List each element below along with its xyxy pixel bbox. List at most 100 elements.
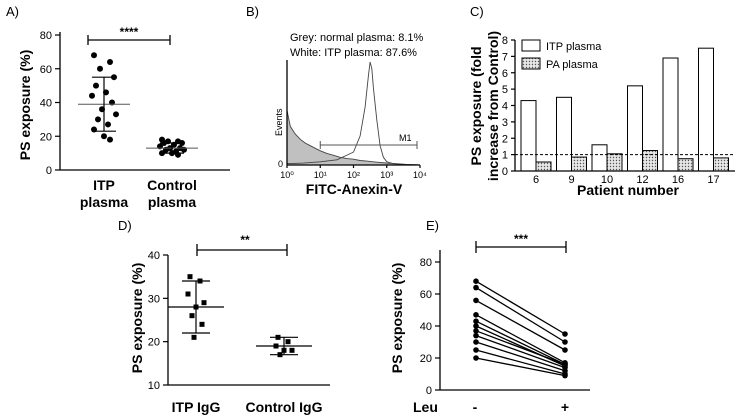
panel-d-point-0-7 xyxy=(191,334,197,340)
panel-e-letter: E) xyxy=(426,218,439,233)
panel-e-point-before-4 xyxy=(473,318,479,325)
panel-a-point-0-10 xyxy=(95,116,101,123)
panel-b-x-ticks: 10⁰ 10¹ 10² 10³ 10⁴ xyxy=(280,165,427,180)
panel-e-point-after-2 xyxy=(562,347,568,353)
panel-a-point-0-1 xyxy=(107,59,113,65)
panel-b-gate: M1 xyxy=(319,133,418,149)
panel-c-bar-1-4 xyxy=(677,158,694,172)
panel-c-legend-label-0: ITP plasma xyxy=(546,41,602,53)
panel-e-y-tick-label-2: 40 xyxy=(420,321,432,333)
panel-c-bar-1-0 xyxy=(535,161,552,172)
panel-d-significance-label: ** xyxy=(240,233,250,247)
panel-c-y-tick-label-5: 5 xyxy=(502,84,508,96)
panel-c: C) PS exposure (fold increase from Contr… xyxy=(468,4,735,198)
panel-e-point-before-5 xyxy=(473,323,479,329)
panel-d-category-label-2: Control IgG xyxy=(246,399,323,415)
panel-d-y-tick-label-3: 40 xyxy=(148,250,160,262)
panel-e-y-tick-label-4: 80 xyxy=(420,257,432,269)
panel-a-point-0-11 xyxy=(105,121,111,128)
panel-d-point-0-2 xyxy=(185,291,191,297)
panel-c-bar-0-3 xyxy=(627,85,643,172)
panel-e-x-axis-label: Leu xyxy=(413,399,438,415)
panel-c-bar-0-4 xyxy=(662,57,679,172)
panel-a-category-label-2a: Control xyxy=(147,177,197,193)
panel-e-point-after-10 xyxy=(562,372,568,379)
panel-e-point-before-7 xyxy=(473,332,479,339)
panel-d-y-ticks: 10 20 30 40 xyxy=(148,250,168,392)
panel-e-category-label-1: - xyxy=(473,399,478,415)
panel-a-y-tick-label-3: 60 xyxy=(40,64,52,76)
panel-c-legend: ITP plasma PA plasma xyxy=(521,39,602,71)
panel-a-y-tick-label-2: 40 xyxy=(40,98,52,110)
panel-e-point-before-1 xyxy=(473,284,479,291)
panel-b-x-tick-label-4: 10⁴ xyxy=(413,170,427,180)
panel-a-y-ticks: 0 20 40 60 80 xyxy=(40,30,60,177)
panel-e-point-before-9 xyxy=(473,347,479,353)
panel-e-pair-line-8 xyxy=(475,341,566,372)
panel-c-x-tick-label-4: 16 xyxy=(672,174,684,186)
panel-e-point-before-8 xyxy=(473,339,479,345)
panel-e-y-ticks: 0 20 40 60 80 xyxy=(420,257,440,397)
panel-d-point-1-1 xyxy=(285,339,291,345)
panel-e-category-label-2: + xyxy=(561,399,569,415)
panel-c-y-tick-label-1: 1 xyxy=(502,150,508,162)
panel-e-paired-lines xyxy=(473,278,568,379)
panel-a-point-0-2 xyxy=(97,65,103,72)
panel-b-x-axis-label: FITC-Anexin-V xyxy=(306,181,403,197)
panel-e: E) PS exposure (%) 0 20 40 60 80 Leu - + *** xyxy=(389,218,590,415)
panel-c-x-tick-label-3: 12 xyxy=(636,174,648,186)
panel-c-y-tick-label-4: 4 xyxy=(502,101,508,113)
panel-a-marks xyxy=(78,52,198,158)
panel-c-bar-0-5 xyxy=(698,47,714,172)
panel-a-y-tick-label-1: 20 xyxy=(40,131,52,143)
panel-d-point-1-3 xyxy=(289,347,295,353)
panel-a-y-tick-label-0: 0 xyxy=(46,165,52,177)
panel-c-x-tick-label-5: 17 xyxy=(707,174,719,186)
panel-e-pair-line-10 xyxy=(475,357,566,377)
panel-a-significance-label: **** xyxy=(120,25,139,39)
panel-d-point-0-6 xyxy=(199,321,205,327)
panel-c-x-tick-label-2: 10 xyxy=(601,174,613,186)
panel-c-bar-0-1 xyxy=(556,96,572,172)
panel-c-y-tick-label-8: 8 xyxy=(502,35,508,47)
panel-c-y-ticks: 0 1 2 3 4 5 6 7 8 xyxy=(502,35,515,178)
panel-e-point-before-0 xyxy=(473,278,479,285)
panel-c-bar-1-1 xyxy=(571,156,587,172)
panel-e-pair-line-0 xyxy=(475,280,566,335)
panel-e-y-tick-label-3: 60 xyxy=(420,289,432,301)
panel-a-category-label-1a: ITP xyxy=(93,177,115,193)
panel-b-x-tick-label-0: 10⁰ xyxy=(280,170,294,180)
panel-c-bar-0-0 xyxy=(520,100,537,172)
panel-d-category-label-1: ITP IgG xyxy=(172,399,221,415)
panel-a-category-label-2b: plasma xyxy=(148,194,196,210)
panel-b-histogram-0 xyxy=(286,110,421,166)
panel-d-y-tick-label-1: 20 xyxy=(148,337,160,349)
panel-d-marks xyxy=(168,274,312,358)
panel-e-point-before-3 xyxy=(473,312,479,318)
panel-e-pair-line-3 xyxy=(475,314,566,364)
panel-b-gate-label: M1 xyxy=(399,133,412,143)
panel-a-point-0-9 xyxy=(113,111,119,118)
panel-e-point-before-10 xyxy=(473,355,479,361)
panel-e-significance-label: *** xyxy=(514,232,528,246)
panel-a-y-tick-label-4: 80 xyxy=(40,30,52,42)
panel-c-bar-1-3 xyxy=(642,150,658,172)
panel-c-y-tick-label-7: 7 xyxy=(502,51,508,63)
panel-b-y-axis-label: Events xyxy=(274,108,284,136)
panel-e-point-after-0 xyxy=(562,331,568,337)
panel-d-letter: D) xyxy=(118,218,132,233)
panel-b-annotation-white: White: ITP plasma: 87.6% xyxy=(290,47,417,59)
panel-c-y-axis-label-1: PS exposure (fold xyxy=(468,46,484,165)
panel-c-x-tick-label-1: 9 xyxy=(568,174,574,186)
panel-e-pair-line-9 xyxy=(475,349,566,375)
panel-a-point-0-6 xyxy=(89,92,95,99)
panel-c-bar-0-2 xyxy=(591,144,608,172)
panel-a-point-0-13 xyxy=(101,133,107,140)
panel-b-x-tick-label-1: 10¹ xyxy=(314,170,327,180)
panel-a-point-0-4 xyxy=(93,82,99,89)
panel-e-point-before-6 xyxy=(473,328,479,334)
panel-b-annotation-grey: Grey: normal plasma: 8.1% xyxy=(290,32,423,44)
panel-e-point-after-1 xyxy=(562,339,568,345)
